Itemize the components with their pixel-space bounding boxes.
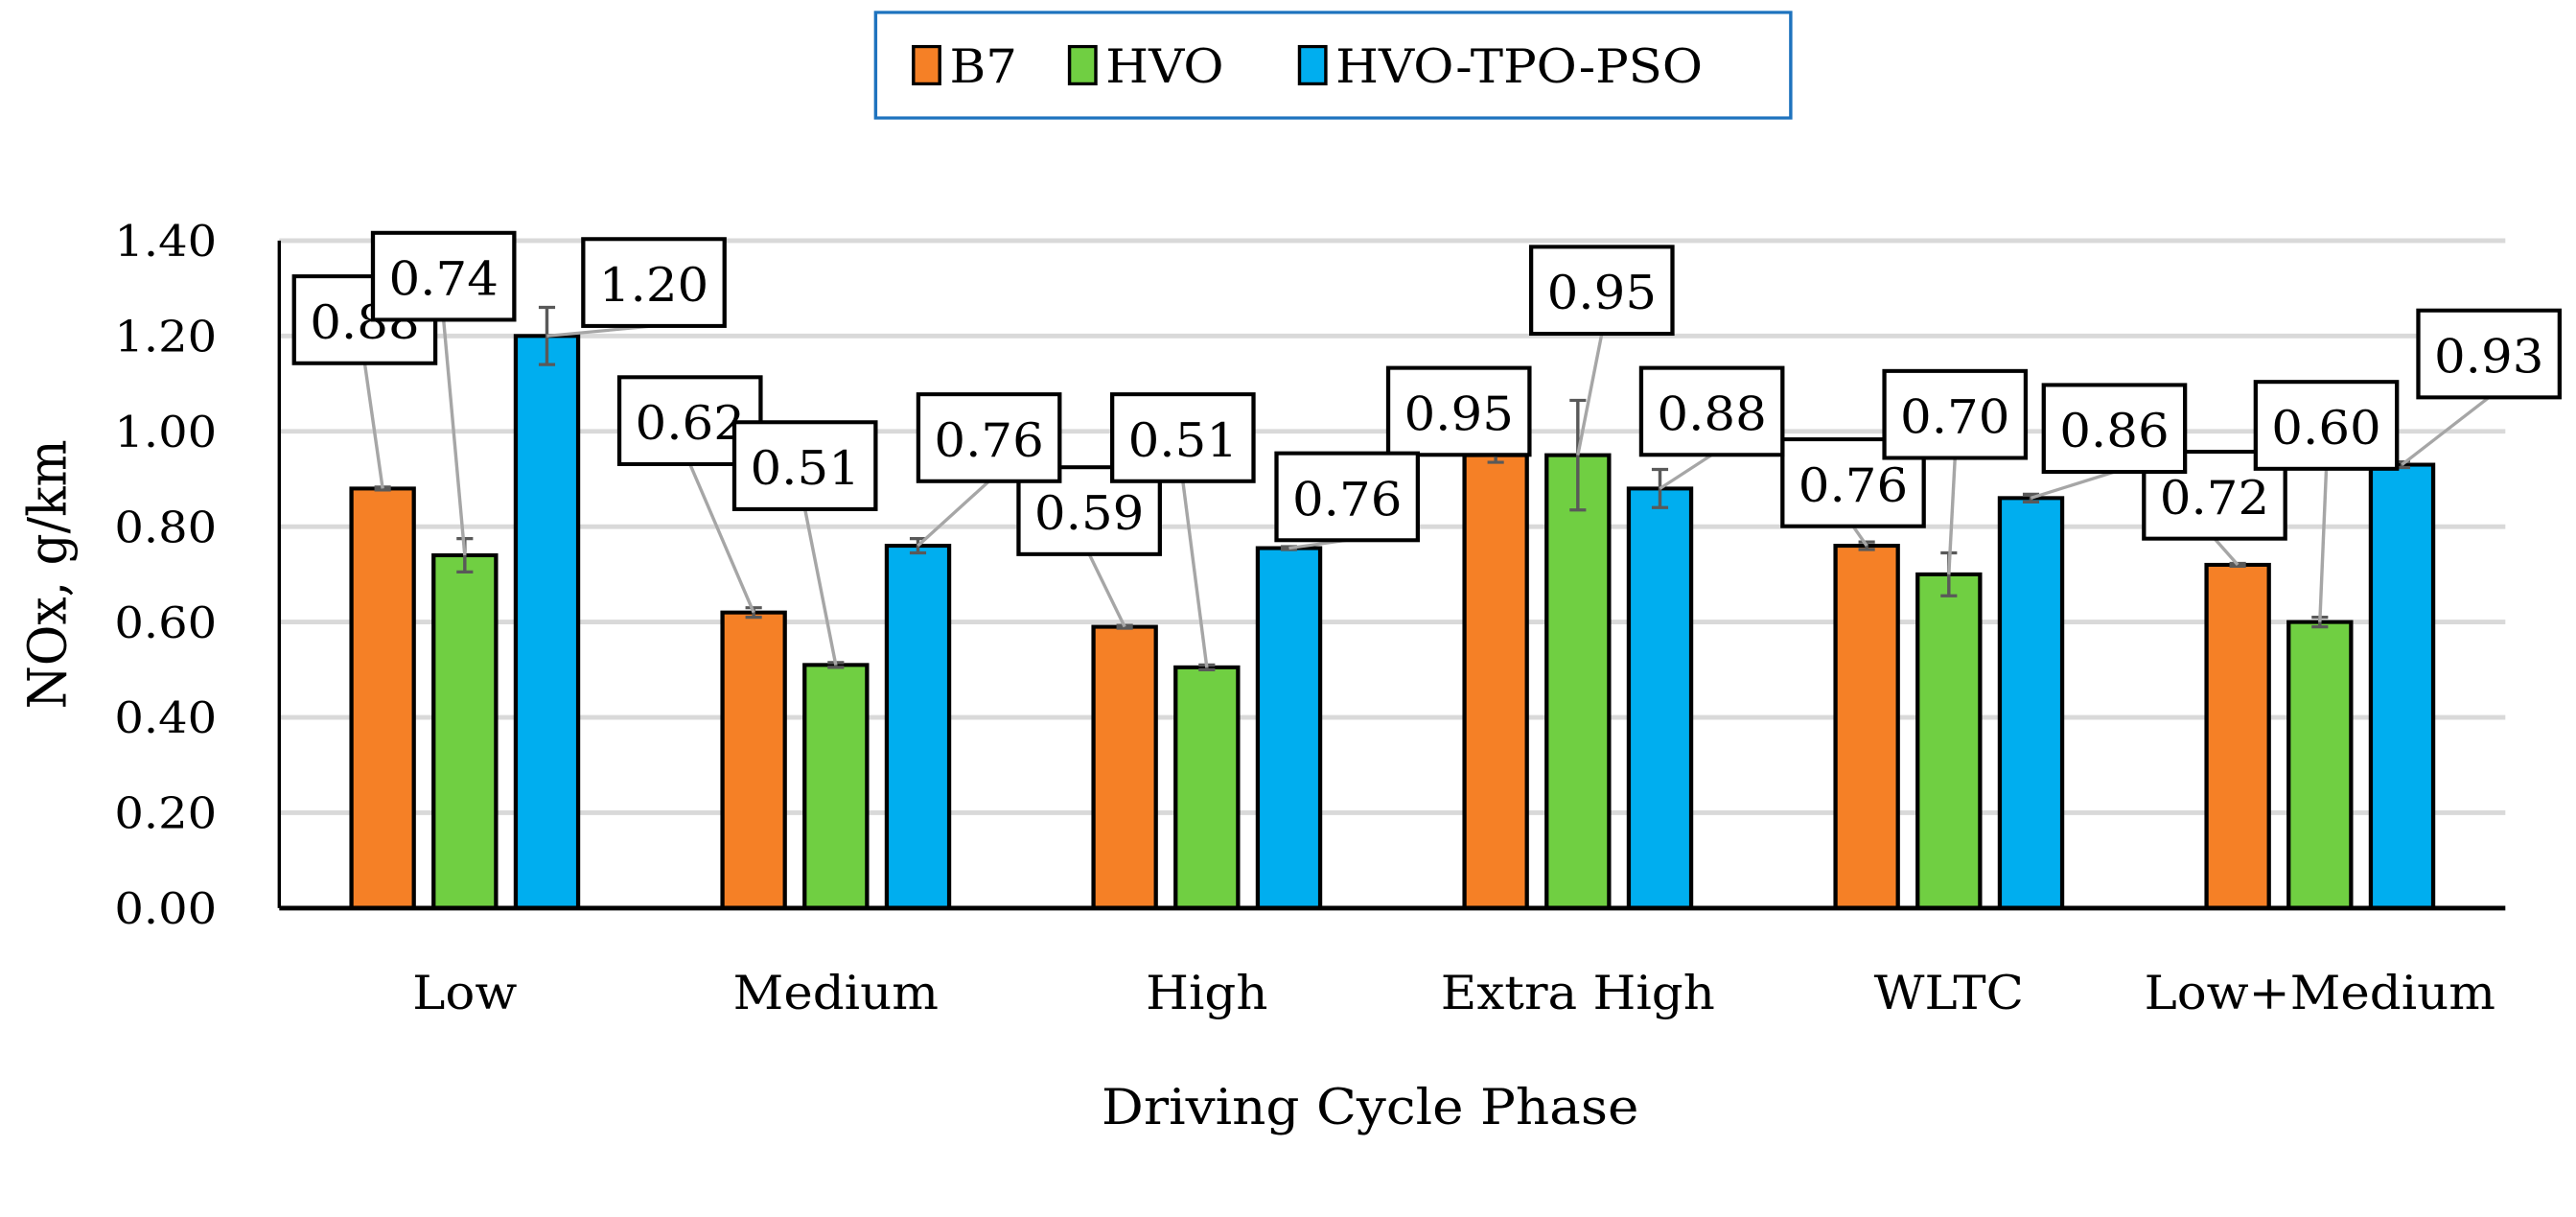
data-label-box — [731, 420, 878, 511]
data-label: 0.76 — [934, 413, 1043, 467]
data-label: 0.60 — [2271, 401, 2380, 455]
legend-swatch-b7 — [912, 44, 941, 86]
data-label: 1.20 — [599, 258, 708, 312]
data-label-box — [1528, 245, 1675, 337]
bar-hvo-2 — [1173, 665, 1241, 910]
legend-label: HVO-TPO-PSO — [1335, 39, 1703, 93]
x-tick-label: Extra High — [1441, 966, 1715, 1019]
x-tick-label: High — [1146, 966, 1267, 1019]
data-label-box — [2253, 380, 2400, 471]
data-label: 0.59 — [1034, 486, 1144, 540]
y-tick-label: 0.20 — [114, 789, 217, 839]
bar-hvo-tpo-pso-5 — [2368, 462, 2436, 910]
data-label-box — [916, 392, 1062, 483]
bar-hvo-tpo-pso-0 — [513, 334, 581, 910]
leader-line — [1851, 525, 1868, 547]
y-axis-title: NOx, g/km — [16, 439, 79, 709]
x-tick-label: Low+Medium — [2145, 966, 2495, 1019]
data-label-box — [1385, 365, 1532, 457]
legend-label: HVO — [1105, 39, 1223, 93]
data-label-box — [1274, 451, 1421, 543]
leader-line — [1947, 457, 1957, 574]
data-label-box — [2041, 383, 2188, 475]
y-tick-label: 0.80 — [114, 503, 217, 553]
bar-b7-2 — [1091, 624, 1158, 910]
data-label-box — [2416, 308, 2563, 400]
data-label: 0.95 — [1404, 387, 1513, 441]
leader-line — [1181, 480, 1209, 668]
data-label: 0.76 — [1799, 458, 1908, 512]
leader-line — [2030, 470, 2116, 500]
data-label: 0.62 — [636, 396, 745, 450]
legend-swatch-hvo-tpo-pso — [1297, 44, 1328, 86]
leader-line — [2213, 537, 2239, 566]
leader-line — [1576, 333, 1604, 456]
bar-b7-0 — [349, 486, 416, 910]
data-label: 0.76 — [1292, 473, 1402, 527]
data-label-box — [370, 230, 517, 322]
x-tick-label: WLTC — [1874, 966, 2024, 1019]
y-tick-label: 1.20 — [114, 313, 217, 363]
y-tick-label: 1.40 — [114, 217, 217, 267]
leader-line — [917, 480, 990, 548]
data-label: 0.86 — [2059, 404, 2169, 457]
data-label: 0.88 — [1657, 387, 1766, 441]
data-label: 0.74 — [388, 252, 498, 306]
leader-line — [2401, 396, 2491, 466]
bar-hvo-tpo-pso-1 — [884, 544, 952, 910]
y-tick-label: 0.60 — [114, 598, 217, 648]
bar-hvo-5 — [2286, 620, 2354, 910]
x-axis-title: Driving Cycle Phase — [1102, 1077, 1639, 1135]
legend: B7 HVO HVO-TPO-PSO — [873, 11, 1793, 120]
leader-line — [803, 508, 838, 666]
data-label: 0.70 — [1900, 390, 2009, 444]
data-label: 0.72 — [2160, 471, 2269, 525]
data-label-box — [1109, 392, 1256, 483]
bar-b7-3 — [1462, 453, 1529, 910]
data-label-box — [1882, 368, 2029, 460]
bar-b7-4 — [1833, 544, 1900, 910]
data-label: 0.93 — [2434, 330, 2543, 384]
y-tick-label: 1.00 — [114, 408, 217, 457]
bar-hvo-tpo-pso-3 — [1626, 486, 1694, 910]
x-tick-label: Low — [412, 966, 517, 1019]
bar-hvo-4 — [1915, 572, 1983, 910]
bar-b7-5 — [2204, 562, 2271, 910]
bar-b7-1 — [720, 610, 787, 910]
leader-line — [1659, 453, 1713, 490]
data-label-box — [1638, 365, 1785, 457]
y-tick-label: 0.40 — [114, 693, 217, 743]
bar-hvo-0 — [431, 552, 499, 910]
leader-line — [441, 319, 467, 556]
y-tick-label: 0.00 — [114, 884, 217, 934]
leader-line — [1087, 553, 1126, 628]
legend-swatch-hvo — [1067, 44, 1098, 86]
leader-line — [688, 463, 755, 614]
x-tick-label: Medium — [733, 966, 939, 1019]
leader-line — [362, 363, 384, 489]
bar-hvo-3 — [1544, 453, 1612, 910]
data-label: 0.51 — [1128, 413, 1238, 467]
data-label: 0.95 — [1547, 266, 1657, 319]
leader-line — [2318, 468, 2329, 622]
data-label: 0.51 — [750, 441, 859, 495]
bar-hvo-1 — [802, 663, 870, 910]
bar-hvo-tpo-pso-2 — [1255, 546, 1323, 910]
bar-hvo-tpo-pso-4 — [1997, 496, 2065, 910]
legend-label: B7 — [949, 39, 1016, 93]
data-label-box — [581, 237, 727, 328]
